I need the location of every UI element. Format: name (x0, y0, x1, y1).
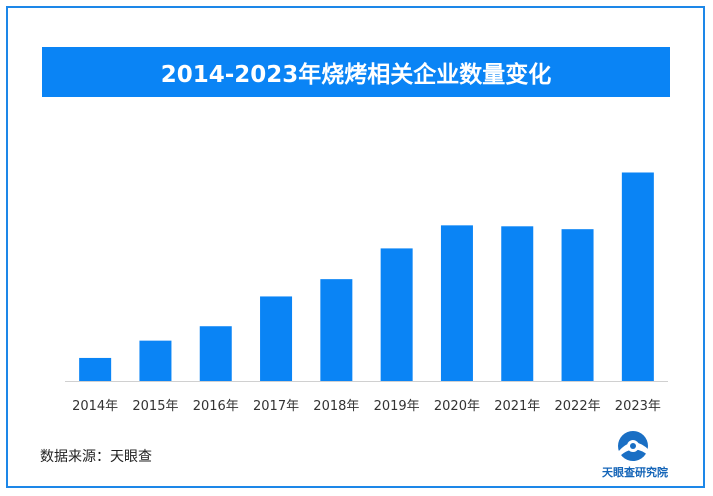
data-source: 数据来源：天眼查 (40, 446, 152, 466)
x-tick-label: 2022年 (555, 399, 601, 414)
bar-2021年 (501, 226, 534, 381)
x-tick-label: 2023年 (615, 399, 661, 414)
bar-2018年 (320, 279, 353, 381)
bar-2019年 (380, 248, 413, 381)
bar-2014年 (79, 357, 112, 381)
x-tick-label: 2020年 (434, 399, 480, 414)
bar-2023年 (621, 172, 654, 381)
x-tick-label: 2017年 (253, 399, 299, 414)
logo-text: 天眼查研究院 (602, 466, 668, 479)
bar-2015年 (139, 340, 172, 381)
bar-2020年 (440, 225, 473, 381)
bar-2017年 (260, 296, 293, 381)
chart-title: 2014-2023年烧烤相关企业数量变化 (160, 62, 552, 88)
x-tick-label: 2015年 (132, 399, 178, 414)
x-tick-label: 2021年 (494, 399, 540, 414)
source-value: 天眼查 (110, 449, 152, 465)
title-banner: 2014-2023年烧烤相关企业数量变化 (42, 47, 670, 97)
bar-2022年 (561, 229, 594, 381)
x-tick-label: 2019年 (374, 399, 420, 414)
x-tick-label: 2016年 (193, 399, 239, 414)
tianyancha-logo-icon (618, 431, 649, 461)
bar-2016年 (199, 326, 232, 381)
x-tick-label: 2014年 (72, 399, 118, 414)
source-label: 数据来源： (40, 449, 110, 465)
x-tick-label: 2018年 (313, 399, 359, 414)
